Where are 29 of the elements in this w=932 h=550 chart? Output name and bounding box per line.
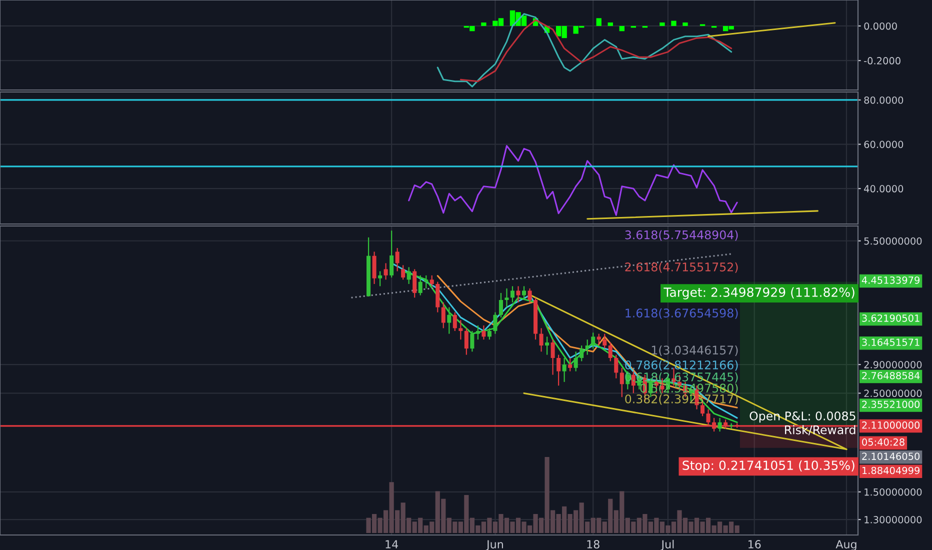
text: 2.35521000 [862, 400, 920, 408]
annotation: 1(3.03446157) [652, 345, 738, 356]
y-tick-label: -0.2000 [864, 57, 900, 64]
y-tick-label: 2.90000000 [864, 361, 922, 368]
text: 1.88404999 [862, 466, 920, 474]
y-tick-label: 60.0000 [864, 140, 904, 148]
y-tick-label: 0.0000 [864, 22, 897, 30]
annotation: Open P&L: 0.0085 [750, 411, 856, 423]
text: 3.16451571 [862, 338, 920, 346]
text: 2.10146050 [862, 452, 920, 460]
y-tick-label: 1.30000000 [864, 516, 922, 524]
x-tick-label: 14 [386, 540, 398, 548]
band-label: Stop: 0.21741051 (10.35%) [682, 460, 854, 472]
y-tick-label: 2.50000000 [864, 390, 922, 398]
y-tick-label: 80.0000 [864, 96, 904, 104]
text: 3.62190501 [862, 314, 920, 322]
text: 2.76488584 [862, 372, 920, 380]
text: 4.45133979 [862, 276, 920, 284]
ref-line-label: 2.11000000 [862, 421, 920, 429]
x-tick-label: 16 [748, 540, 761, 548]
annotation: 3.618(5.75448904) [625, 230, 738, 241]
annotation: 1.618(3.67654598) [626, 308, 738, 319]
y-tick-label: 5.50000000 [864, 237, 922, 245]
y-tick-label: 40.0000 [864, 185, 904, 192]
annotation: 2.618(4.71551752) [625, 262, 738, 273]
band-label: Target: 2.34987929 (111.82%) [664, 287, 854, 300]
text: 05:40:28 [862, 438, 904, 446]
x-tick-label: 18 [587, 540, 600, 548]
y-tick-label: 1.50000000 [864, 488, 922, 496]
